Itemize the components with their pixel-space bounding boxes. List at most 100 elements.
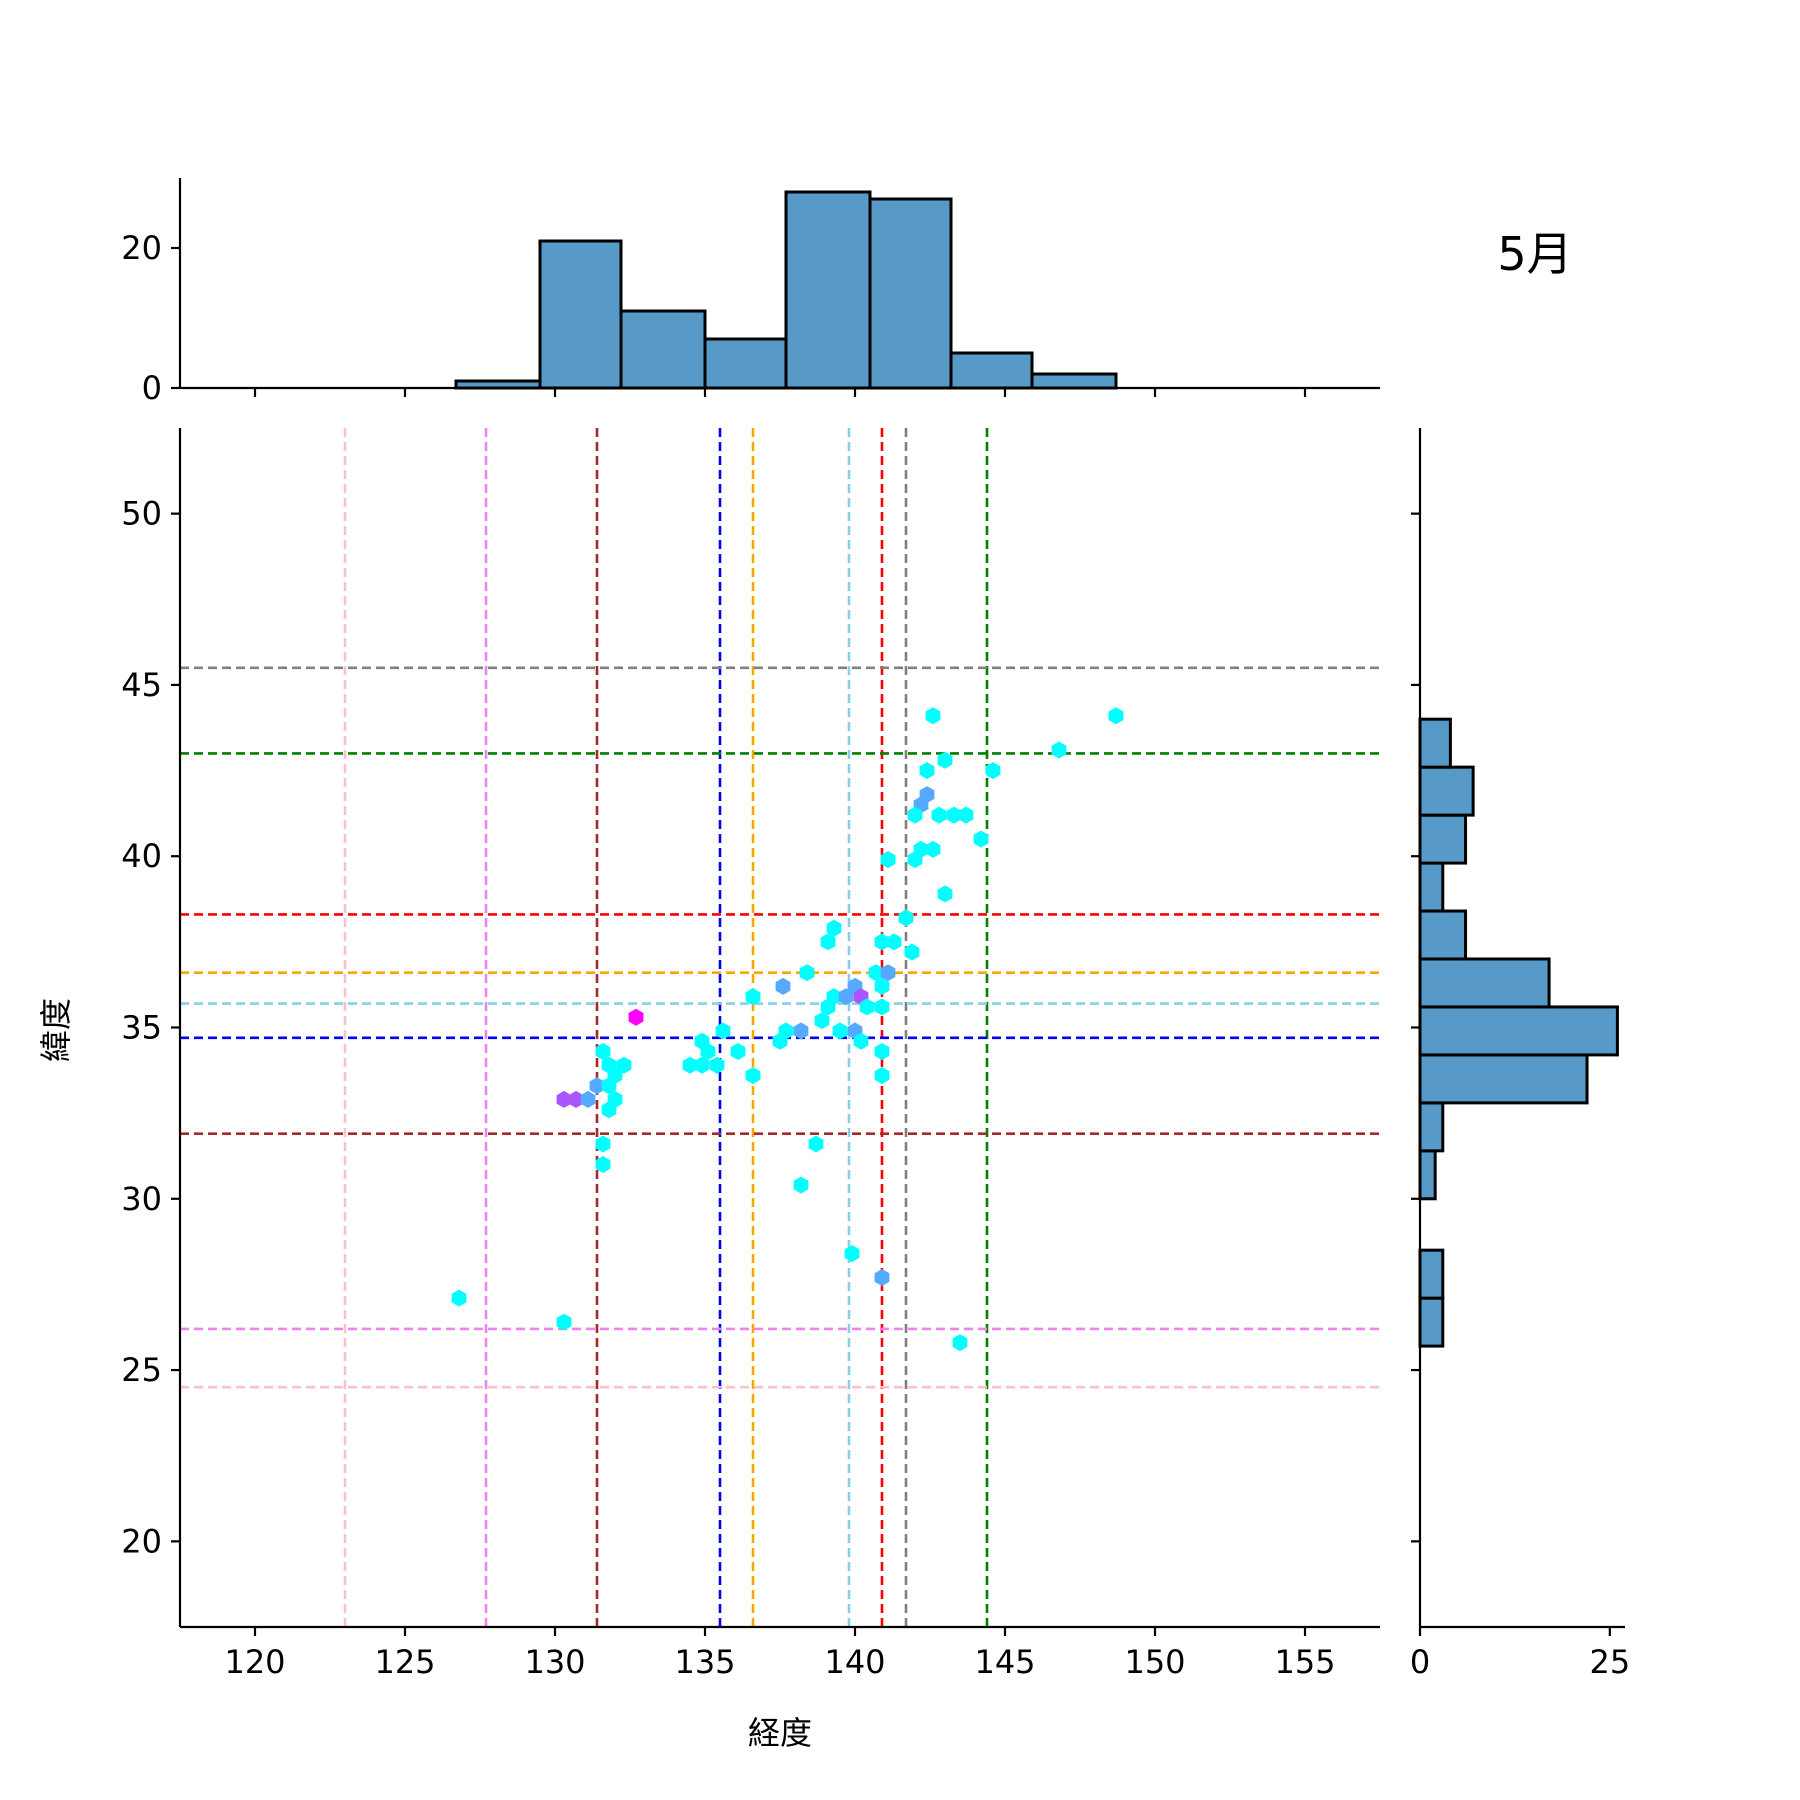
axes xyxy=(178,178,1625,1629)
right-histogram-bar xyxy=(1418,1296,1445,1348)
hexbin-cell xyxy=(799,964,815,982)
hexbin-cell xyxy=(601,1077,617,1095)
hexbin-cell xyxy=(958,806,974,824)
hexbin-cell xyxy=(937,885,953,903)
y-tick-label: 30 xyxy=(121,1180,162,1218)
hexbin-cell xyxy=(874,1043,890,1060)
right-histogram-bar xyxy=(1418,909,1468,961)
hexbin-cell xyxy=(874,933,890,951)
hexbin-cell xyxy=(589,1077,605,1095)
hexbin-cell xyxy=(925,840,941,858)
hexbin-cell xyxy=(838,988,854,1006)
hexbin-cell xyxy=(874,977,890,995)
hexbin-cell xyxy=(820,933,836,951)
hexbin-cell xyxy=(700,1043,716,1060)
hexbin-cell xyxy=(907,806,923,824)
top-histogram-bar xyxy=(703,337,788,390)
hexbin-cell xyxy=(874,1269,890,1287)
y-tick-label: 40 xyxy=(121,837,162,875)
x-axis-label: 経度 xyxy=(748,1714,812,1752)
hexbin-cell xyxy=(859,998,875,1016)
hexbin-cell xyxy=(985,762,1001,780)
hexbin-cell xyxy=(745,988,761,1006)
hexbin-cell xyxy=(568,1090,584,1108)
hexbin-cell xyxy=(946,806,962,824)
hexbin-cell xyxy=(1108,707,1124,725)
hexbin-cell xyxy=(820,998,836,1016)
hexbin-cell xyxy=(853,1032,869,1050)
hexbin-cell xyxy=(919,762,935,780)
top-histogram-bar xyxy=(1030,372,1118,390)
hexbin-cell xyxy=(580,1090,596,1108)
right-histogram-bar xyxy=(1418,813,1468,865)
hexbin-cell xyxy=(904,943,920,961)
hexbin-cell xyxy=(973,830,989,848)
hexbin-cell xyxy=(808,1135,824,1153)
top-histogram-bar xyxy=(619,309,707,390)
hexbin-cell xyxy=(556,1090,572,1108)
right-histogram-bar xyxy=(1418,1149,1437,1201)
hexbin-cell xyxy=(880,964,896,982)
hexbin-cell xyxy=(874,1067,890,1084)
y-tick-label: 50 xyxy=(121,495,162,533)
hexbin-cell xyxy=(898,909,914,927)
hexbin-cell xyxy=(730,1043,746,1060)
hexbin-cell xyxy=(826,919,842,937)
hexbin-cell xyxy=(682,1056,698,1074)
hexbin-cell xyxy=(772,1032,788,1050)
hexbin-cell xyxy=(616,1056,632,1074)
y-tick-label: 35 xyxy=(121,1009,162,1047)
hexbin-cell xyxy=(745,1067,761,1084)
top-hist-y-tick-label: 0 xyxy=(142,369,162,407)
hexbin-cell xyxy=(925,707,941,725)
hexbin-cell xyxy=(709,1056,725,1074)
right-hist-x-tick-label: 0 xyxy=(1410,1643,1430,1681)
hexbin-cell xyxy=(793,1022,809,1040)
top-hist-y-tick-label: 20 xyxy=(121,229,162,267)
x-tick-label: 120 xyxy=(224,1643,285,1681)
hexbin-cell xyxy=(931,806,947,824)
right-histogram-bar xyxy=(1418,717,1452,769)
hexbin-cell xyxy=(814,1012,830,1030)
top-histogram-bar xyxy=(538,239,623,390)
y-tick-label: 20 xyxy=(121,1522,162,1560)
hexbin-cell xyxy=(886,933,902,951)
hexbin-cell xyxy=(907,851,923,869)
chart-title: 5月 xyxy=(1497,227,1572,281)
hexbin-cell xyxy=(556,1313,572,1331)
x-tick-label: 135 xyxy=(674,1643,735,1681)
right-histogram-bar xyxy=(1418,1005,1619,1057)
hexbin-cell xyxy=(952,1334,968,1352)
hexbin-cell xyxy=(628,1008,644,1026)
hexbin-cell xyxy=(694,1056,710,1074)
x-tick-label: 130 xyxy=(524,1643,585,1681)
hexbin-cell xyxy=(832,1022,848,1040)
top-histogram-bar xyxy=(949,351,1034,390)
hexbin-cell xyxy=(937,751,953,769)
top-marginal-histogram xyxy=(454,190,1118,390)
hexbin-cell xyxy=(793,1176,809,1194)
x-tick-label: 125 xyxy=(374,1643,435,1681)
right-histogram-bar xyxy=(1418,957,1551,1009)
hexbin-cell xyxy=(874,998,890,1016)
y-axis-label: 緯度 xyxy=(37,998,75,1062)
hexbin-cell xyxy=(844,1245,860,1263)
right-hist-x-tick-label: 25 xyxy=(1589,1643,1630,1681)
hexbin-cell xyxy=(601,1101,617,1119)
x-tick-label: 140 xyxy=(824,1643,885,1681)
top-histogram-bar xyxy=(784,190,872,390)
hexbin-cell xyxy=(1051,741,1067,759)
hexbin-cell xyxy=(880,851,896,869)
right-histogram-bar xyxy=(1418,1101,1445,1153)
hexbin-points xyxy=(451,707,1124,1352)
x-tick-label: 150 xyxy=(1124,1643,1185,1681)
reference-lines xyxy=(180,428,1380,1627)
hexbin-cell xyxy=(595,1156,611,1173)
x-tick-label: 145 xyxy=(974,1643,1035,1681)
right-histogram-bar xyxy=(1418,1248,1445,1300)
right-histogram-bar xyxy=(1418,765,1475,817)
right-histogram-bar xyxy=(1418,1053,1589,1105)
hexbin-cell xyxy=(715,1022,731,1040)
